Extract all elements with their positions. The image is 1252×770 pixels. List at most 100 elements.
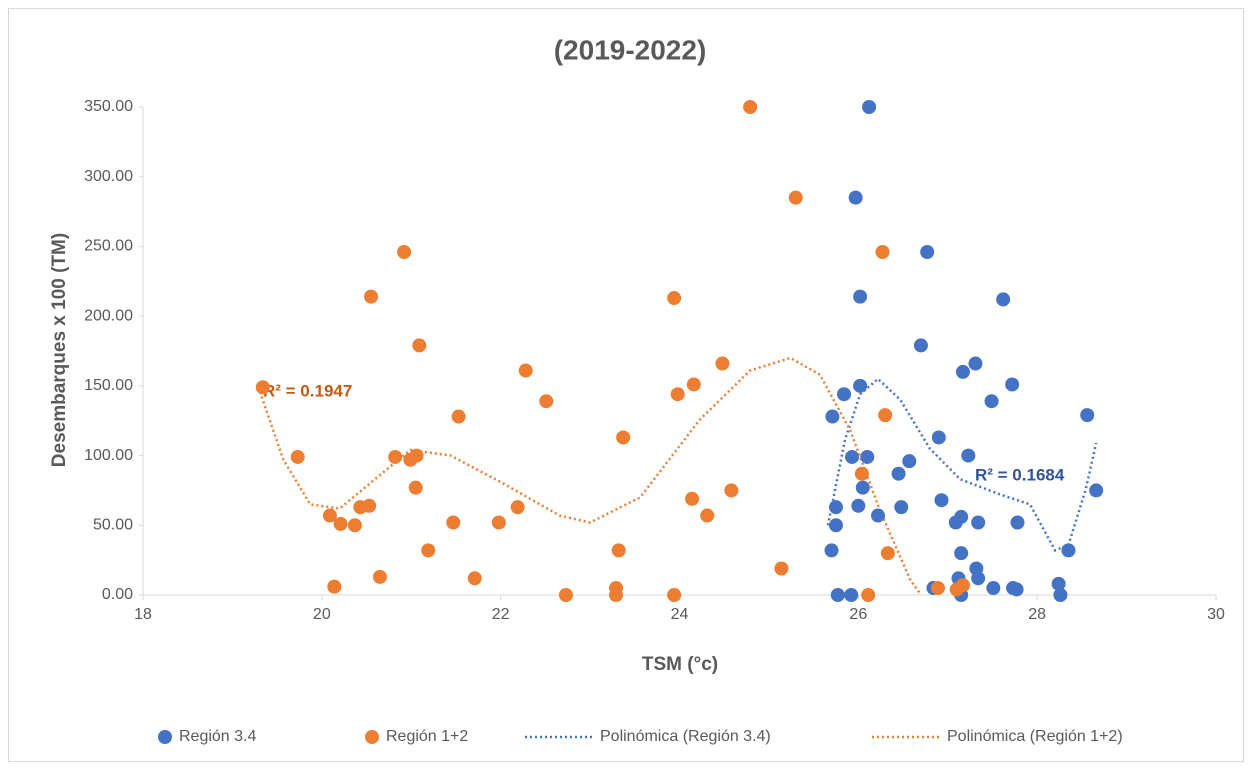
y-tick-label: 300.00	[84, 168, 133, 185]
data-point	[968, 356, 983, 371]
data-point	[824, 543, 839, 558]
data-point	[828, 518, 843, 533]
data-point	[1089, 483, 1104, 498]
data-point	[1009, 582, 1024, 597]
legend-marker	[365, 730, 379, 744]
data-point	[290, 449, 305, 464]
data-point	[880, 546, 895, 561]
data-point	[1053, 588, 1068, 602]
data-point	[686, 377, 701, 392]
data-point	[788, 190, 803, 205]
data-point	[1010, 515, 1025, 530]
data-point	[558, 588, 573, 602]
data-point	[891, 466, 906, 481]
data-point	[854, 466, 869, 481]
data-point	[971, 571, 986, 586]
data-point	[871, 508, 886, 523]
data-point	[984, 394, 999, 409]
x-tick-label: 28	[1028, 606, 1046, 623]
data-point	[1051, 576, 1066, 591]
data-point	[996, 292, 1011, 307]
data-point	[333, 516, 348, 531]
data-point	[902, 454, 917, 469]
data-point	[930, 581, 945, 596]
x-tick-label: 18	[134, 606, 152, 623]
data-point	[724, 483, 739, 498]
data-point	[860, 449, 875, 464]
legend-marker	[158, 730, 172, 744]
data-point	[844, 588, 859, 602]
data-point	[1061, 543, 1076, 558]
legend-label: Región 3.4	[179, 728, 256, 745]
data-point	[1080, 408, 1095, 423]
legend-label: Polinómica (Región 1+2)	[947, 728, 1123, 745]
chart-title: (2019-2022)	[554, 34, 707, 65]
data-point	[855, 480, 870, 495]
y-tick-label: 250.00	[84, 238, 133, 255]
data-point	[955, 364, 970, 379]
data-point	[828, 500, 843, 515]
data-point	[853, 378, 868, 393]
data-point	[397, 245, 412, 260]
data-point	[388, 449, 403, 464]
data-point	[862, 100, 877, 114]
r2-annotation: R² = 0.1684	[975, 465, 1065, 484]
data-point	[913, 338, 928, 353]
data-point	[372, 569, 387, 584]
data-point	[954, 509, 969, 524]
data-point	[894, 500, 909, 515]
data-point	[961, 448, 976, 463]
x-tick-label: 26	[849, 606, 867, 623]
data-point	[322, 508, 337, 523]
data-point	[931, 430, 946, 445]
legend-label: Polinómica (Región 3.4)	[600, 728, 771, 745]
data-point	[853, 289, 868, 304]
data-point	[518, 363, 533, 378]
data-point	[861, 588, 876, 602]
y-tick-label: 150.00	[84, 377, 133, 394]
data-point	[408, 480, 423, 495]
data-point	[878, 408, 893, 423]
x-tick-label: 22	[492, 606, 510, 623]
data-point	[446, 515, 461, 530]
x-axis-title: TSM (°c)	[642, 654, 718, 675]
data-point	[616, 430, 631, 445]
y-tick-label: 0.00	[102, 586, 133, 603]
y-axis-title: Desembarques x 100 (TM)	[49, 233, 70, 467]
data-point	[685, 491, 700, 506]
data-point	[825, 409, 840, 424]
data-point	[491, 515, 506, 530]
data-point	[510, 500, 525, 515]
data-point	[851, 498, 866, 513]
data-point	[845, 449, 860, 464]
data-point	[362, 498, 377, 513]
data-point	[364, 289, 379, 304]
trendline	[257, 356, 922, 595]
data-point	[934, 493, 949, 508]
legend-label: Región 1+2	[386, 728, 468, 745]
data-point	[667, 588, 682, 602]
data-point	[611, 543, 626, 558]
x-tick-label: 30	[1207, 606, 1225, 623]
x-tick-label: 20	[313, 606, 331, 623]
y-tick-label: 200.00	[84, 307, 133, 324]
data-point	[609, 588, 624, 602]
data-point	[421, 543, 436, 558]
y-tick-label: 350.00	[84, 98, 133, 115]
data-point	[451, 409, 466, 424]
data-point	[467, 571, 482, 586]
data-point	[412, 338, 427, 353]
data-point	[830, 588, 845, 602]
x-tick-label: 24	[671, 606, 689, 623]
data-point	[920, 245, 935, 260]
data-point	[700, 508, 715, 523]
y-tick-label: 100.00	[84, 447, 133, 464]
data-point	[837, 387, 852, 402]
data-point	[774, 561, 789, 576]
data-point	[986, 581, 1001, 596]
chart-border	[8, 8, 1244, 762]
data-point	[715, 356, 730, 371]
data-point	[954, 546, 969, 561]
data-point	[1005, 377, 1020, 392]
